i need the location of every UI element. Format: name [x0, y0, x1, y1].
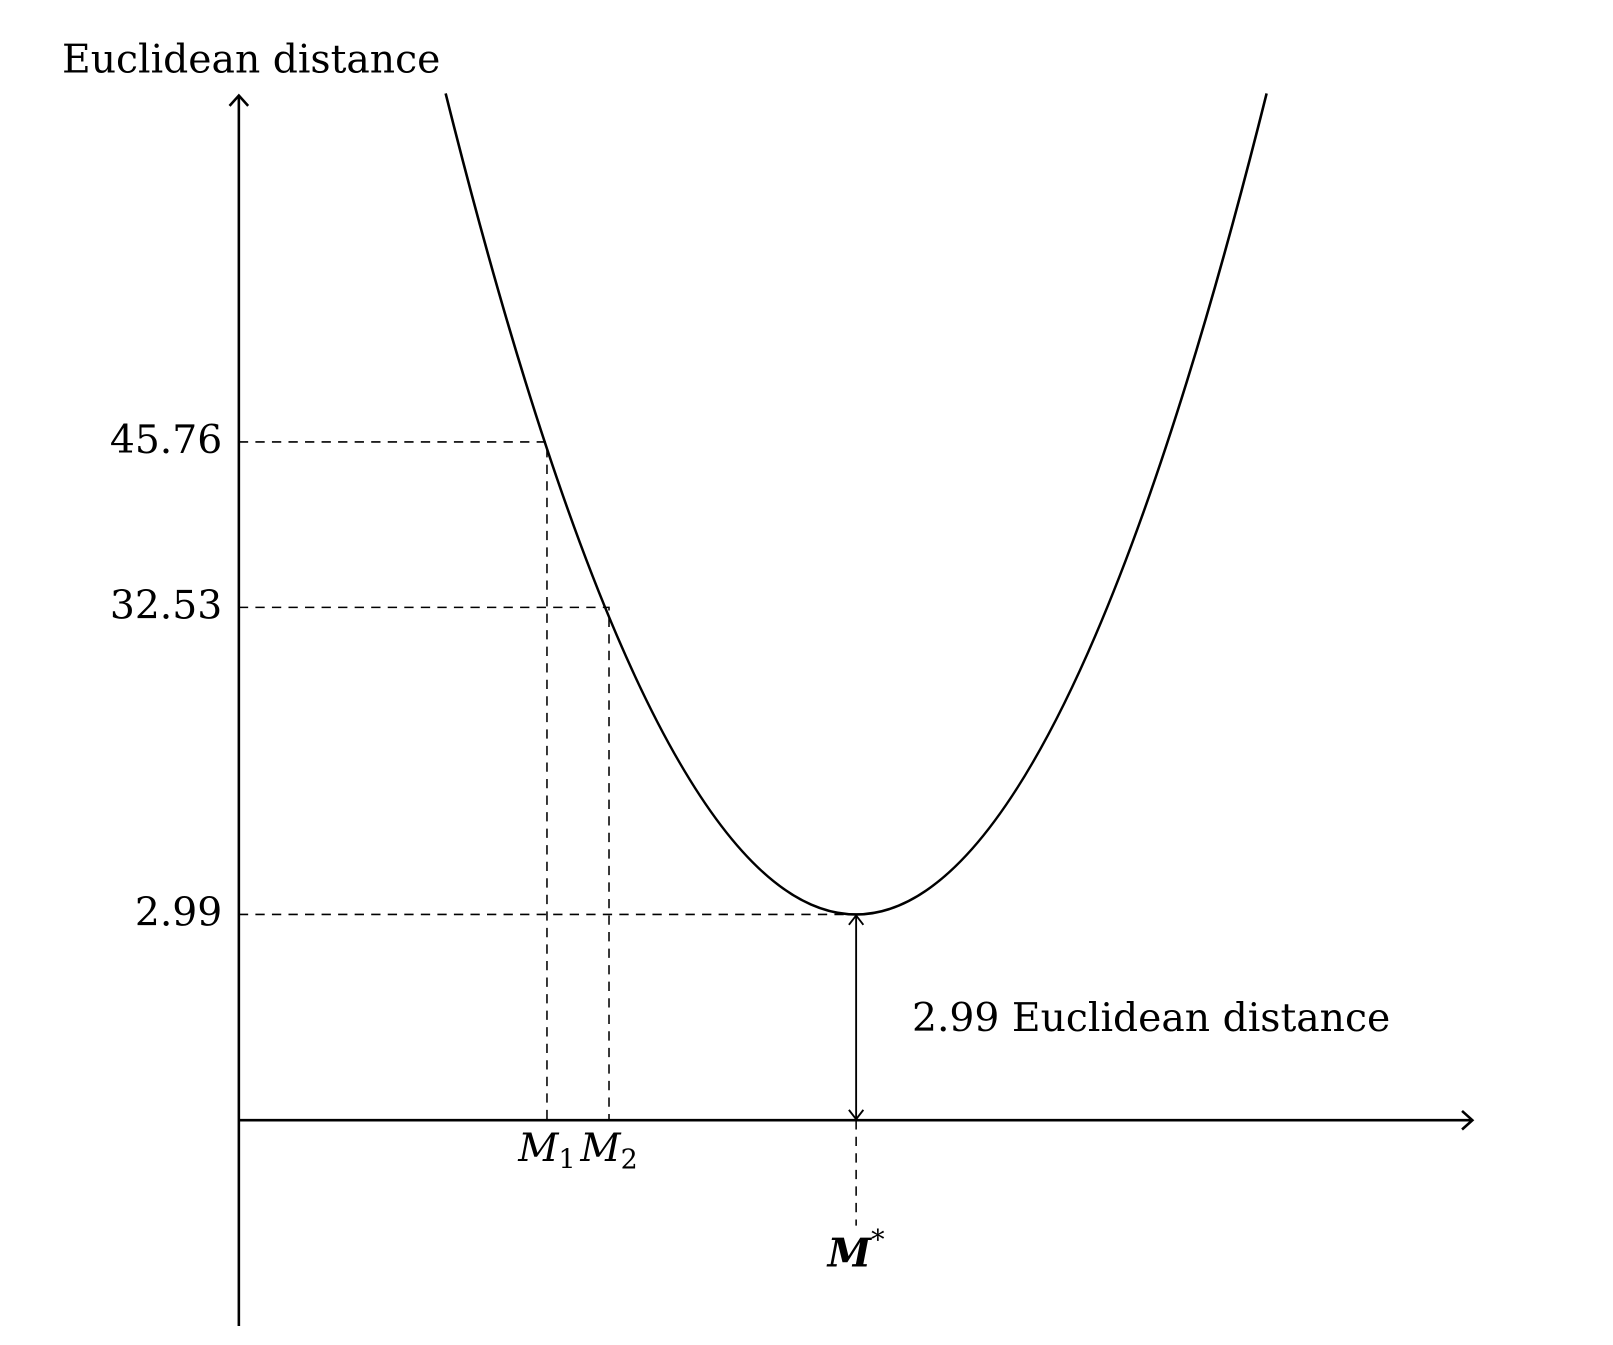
- y-axis-label: Euclidean distance: [62, 37, 440, 82]
- optimum-base: M: [826, 1231, 873, 1277]
- y-label: 2.99: [135, 890, 222, 935]
- annotation: 2.99 Euclidean distance: [912, 996, 1390, 1041]
- x-label: M1: [517, 1126, 575, 1175]
- optimum-sup: *: [871, 1225, 884, 1256]
- y-label: 32.53: [110, 583, 222, 628]
- y-axis-arrow: [228, 93, 250, 107]
- x-label-sub: 1: [559, 1145, 576, 1176]
- arrow-heads: [848, 913, 865, 1121]
- guide-m1: [238, 441, 548, 1121]
- y-label: 45.76: [110, 418, 222, 463]
- x-label: M2: [579, 1126, 637, 1175]
- guide-m2: [238, 606, 610, 1121]
- x-label-base: M: [517, 1126, 560, 1171]
- x-axis-arrow: [1461, 1109, 1475, 1131]
- optimum-label: M*: [826, 1225, 885, 1276]
- curve: [444, 93, 1268, 916]
- x-label-sub: 2: [621, 1145, 638, 1176]
- x-label-base: M: [579, 1126, 622, 1171]
